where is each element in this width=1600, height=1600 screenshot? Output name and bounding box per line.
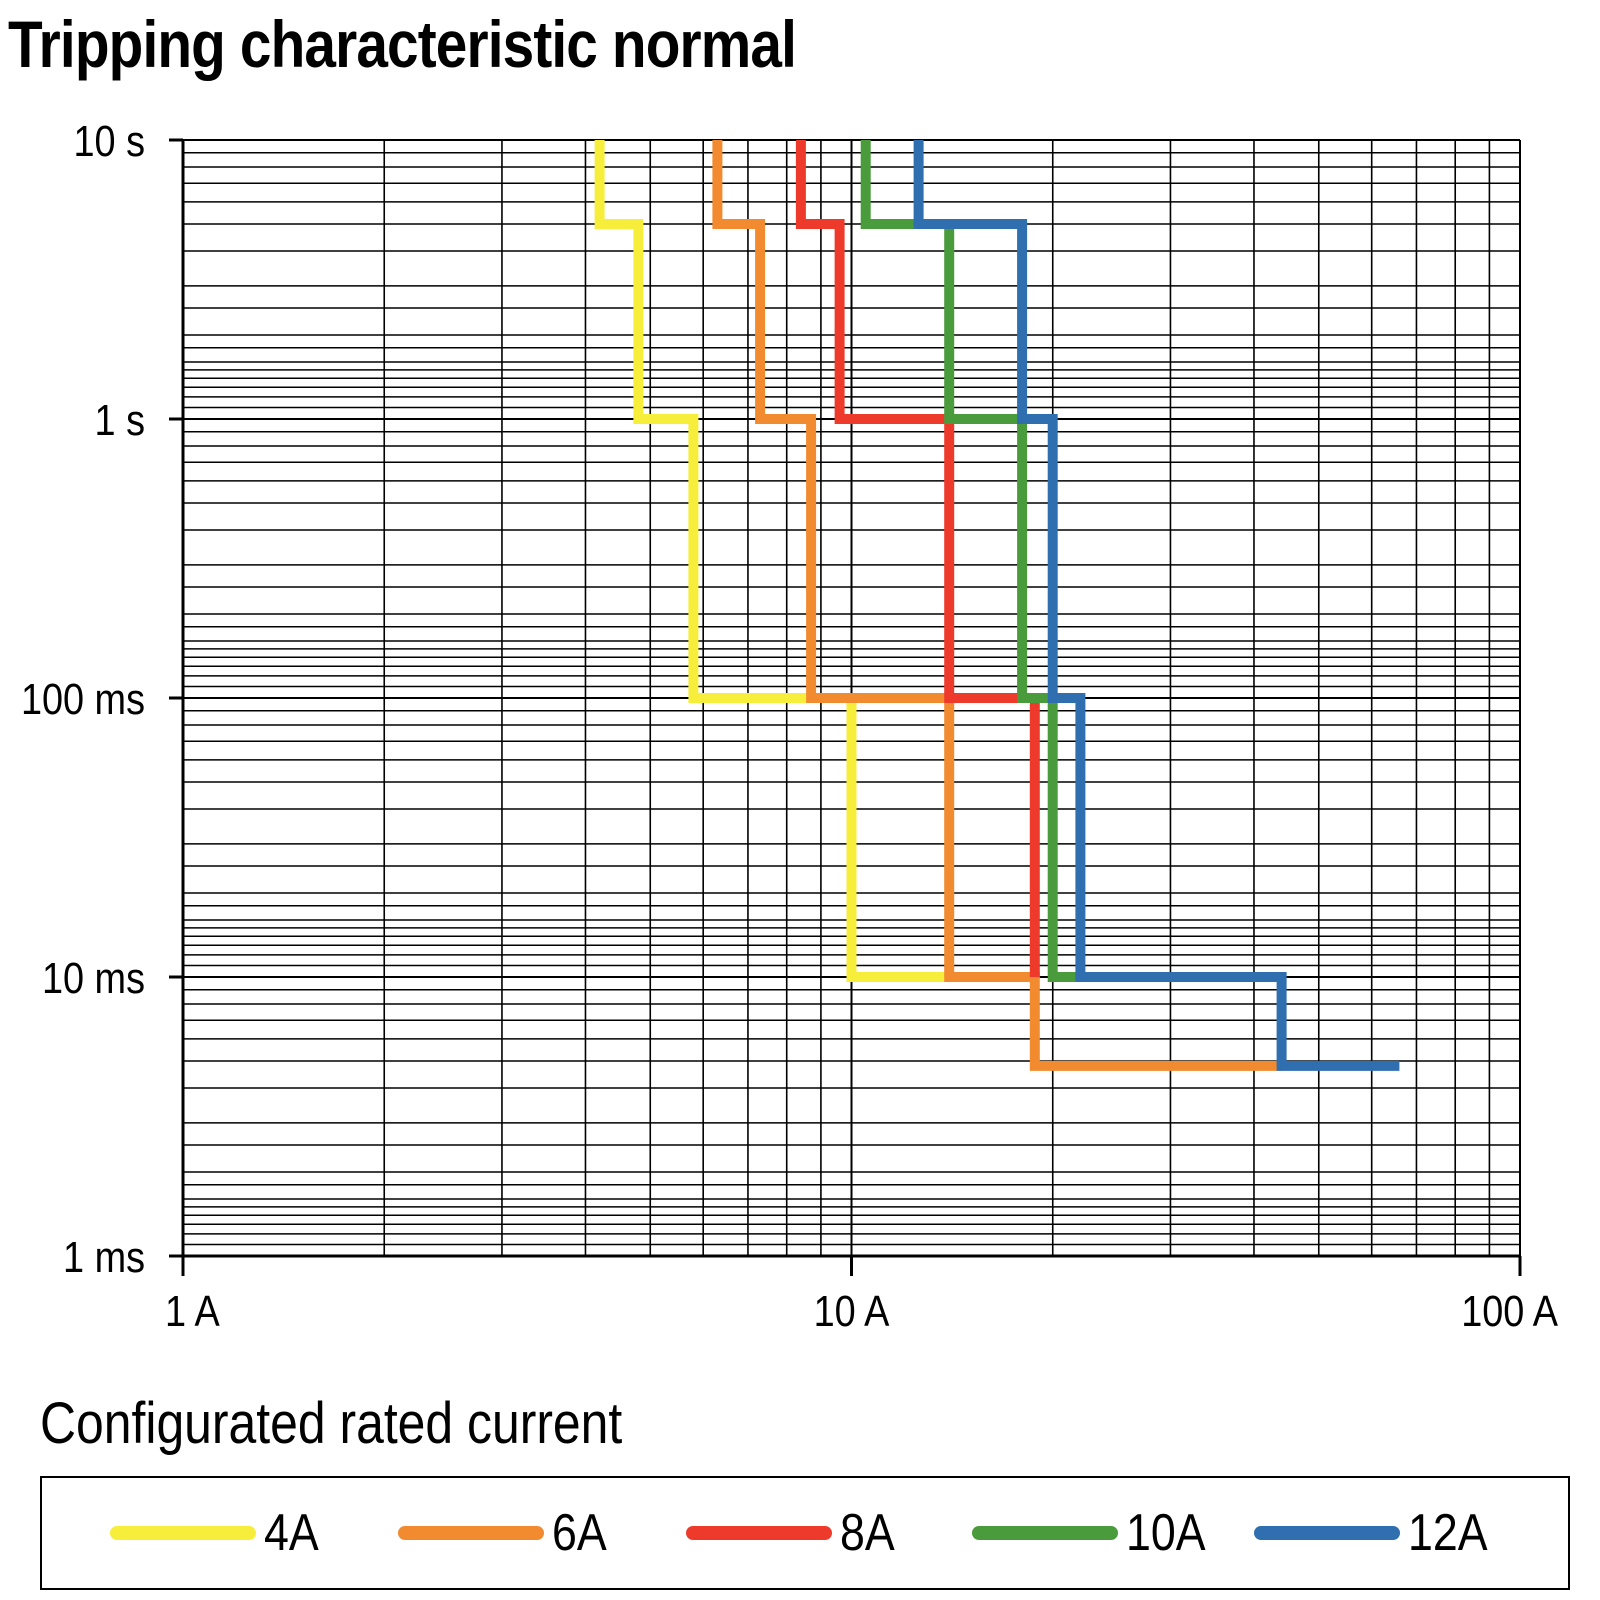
legend-label: 4A [264,1504,319,1562]
legend: 4A 6A 8A 10A 12A [40,1476,1570,1590]
x-tick-label: 10 A [814,1286,890,1335]
legend-label: 12A [1408,1504,1488,1562]
y-tick-label: 10 s [74,116,145,165]
legend-swatch [972,1526,1118,1540]
chart-title: Tripping characteristic normal [8,7,797,81]
legend-title: Configurated rated current [40,1391,623,1456]
axes [169,138,1522,1276]
legend-item-6A: 6A [398,1478,616,1588]
legend-swatch [398,1526,544,1540]
x-tick-label: 100 A [1461,1286,1558,1335]
legend-label: 8A [840,1504,895,1562]
legend-swatch [686,1526,832,1540]
legend-label: 6A [552,1504,607,1562]
legend-item-4A: 4A [110,1478,328,1588]
series-line-12A [913,140,1400,1071]
tick-labels: 10 s 1 s 100 ms 10 ms 1 ms 1 A 10 A 100 A [21,116,1559,1335]
y-tick-label: 1 s [95,395,145,444]
legend-item-8A: 8A [686,1478,904,1588]
legend-item-10A: 10A [972,1478,1219,1588]
series-lines [594,140,1400,1071]
legend-item-12A: 12A [1254,1478,1501,1588]
y-tick-label: 10 ms [42,953,145,1002]
series-line-8A [795,140,1040,977]
y-tick-label: 100 ms [21,674,145,723]
legend-swatch [110,1526,256,1540]
legend-label: 10A [1126,1504,1206,1562]
legend-swatch [1254,1526,1400,1540]
x-tick-label: 1 A [165,1286,220,1335]
series-line-6A [712,140,1282,1071]
y-tick-label: 1 ms [63,1232,145,1281]
series-line-4A [594,140,950,982]
chart-plot: 10 s 1 s 100 ms 10 ms 1 ms 1 A 10 A 100 A [21,116,1559,1335]
